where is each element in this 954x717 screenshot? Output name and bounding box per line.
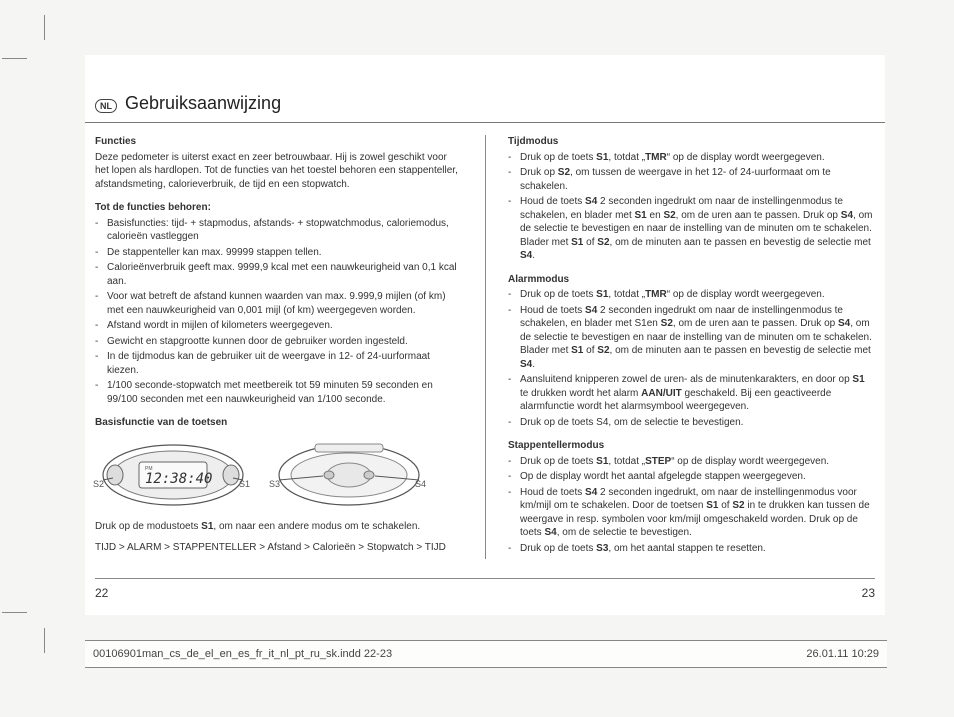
footer-filename: 00106901man_cs_de_el_en_es_fr_it_nl_pt_r… <box>93 648 392 660</box>
alarmmodus-list: Druk op de toets S1, totdat „TMR“ op de … <box>508 288 875 429</box>
list-item: Houd de toets S4 2 seconden ingedrukt om… <box>508 304 875 372</box>
imposition-footer: 00106901man_cs_de_el_en_es_fr_it_nl_pt_r… <box>85 640 887 668</box>
section-title-stappentellermodus: Stappentellermodus <box>508 439 875 453</box>
device-back-illustration: S3 S4 <box>271 440 427 510</box>
page-title: Gebruiksaanwijzing <box>125 93 281 114</box>
page-number-left: 22 <box>95 586 108 600</box>
list-item: Druk op de toets S1, totdat „TMR“ op de … <box>508 288 875 302</box>
crop-mark <box>44 15 45 40</box>
list-item: De stappenteller kan max. 99999 stappen … <box>95 246 463 260</box>
list-item: Druk op de toets S3, om het aantal stapp… <box>508 542 875 556</box>
section-title-functies: Functies <box>95 135 463 149</box>
label-s1: S1 <box>239 478 250 490</box>
crop-mark <box>2 612 27 613</box>
intro-paragraph: Deze pedometer is uiterst exact en zeer … <box>95 151 463 192</box>
svg-text:12:38:40: 12:38:40 <box>145 471 212 487</box>
tijdmodus-list: Druk op de toets S1, totdat „TMR“ op de … <box>508 151 875 263</box>
section-title-tijdmodus: Tijdmodus <box>508 135 875 149</box>
language-badge: NL <box>95 99 117 113</box>
label-s4: S4 <box>415 478 426 490</box>
left-column: Functies Deze pedometer is uiterst exact… <box>95 135 485 559</box>
list-item: Houd de toets S4 2 seconden ingedrukt, o… <box>508 486 875 540</box>
list-item: Op de display wordt het aantal afgelegde… <box>508 470 875 484</box>
list-item: Calorieënverbruik geeft max. 9999,9 kcal… <box>95 261 463 288</box>
section-title-basisfunctie: Basisfunctie van de toetsen <box>95 416 463 430</box>
label-s2: S2 <box>93 478 104 490</box>
list-item: Aansluitend knipperen zowel de uren- als… <box>508 373 875 414</box>
page-number-rule <box>95 578 875 579</box>
list-item: 1/100 seconde-stopwatch met meetbereik t… <box>95 379 463 406</box>
right-column: Tijdmodus Druk op de toets S1, totdat „T… <box>485 135 875 559</box>
footer-timestamp: 26.01.11 10:29 <box>806 648 879 660</box>
list-item: In de tijdmodus kan de gebruiker uit de … <box>95 350 463 377</box>
label-s3: S3 <box>269 478 280 490</box>
list-item: Houd de toets S4 2 seconden ingedrukt om… <box>508 195 875 263</box>
device-diagram: S2 S1 PM 12:38:40 <box>95 440 463 510</box>
mode-sequence: TIJD > ALARM > STAPPENTELLER > Afstand >… <box>95 541 463 555</box>
list-item: Druk op de toets S1, totdat „TMR“ op de … <box>508 151 875 165</box>
crop-mark <box>44 628 45 653</box>
manual-page-spread: NL Gebruiksaanwijzing Functies Deze pedo… <box>85 55 885 615</box>
list-item: Afstand wordt in mijlen of kilometers we… <box>95 319 463 333</box>
list-item: Voor wat betreft de afstand kunnen waard… <box>95 290 463 317</box>
list-item: Gewicht en stapgrootte kunnen door de ge… <box>95 335 463 349</box>
stappenteller-list: Druk op de toets S1, totdat „STEP“ op de… <box>508 455 875 556</box>
functies-list: Basisfuncties: tijd- + stapmodus, afstan… <box>95 217 463 407</box>
device-front-illustration: S2 S1 PM 12:38:40 <box>95 440 251 510</box>
list-item: Druk op de toets S1, totdat „STEP“ op de… <box>508 455 875 469</box>
section-title-functies-list: Tot de functies behoren: <box>95 201 463 215</box>
list-item: Basisfuncties: tijd- + stapmodus, afstan… <box>95 217 463 244</box>
page-number-right: 23 <box>862 586 875 600</box>
mode-button-instruction: Druk op de modustoets S1, om naar een an… <box>95 520 463 534</box>
content-columns: Functies Deze pedometer is uiterst exact… <box>85 123 885 559</box>
section-title-alarmmodus: Alarmmodus <box>508 273 875 287</box>
list-item: Druk op S2, om tussen de weergave in het… <box>508 166 875 193</box>
page-header: NL Gebruiksaanwijzing <box>85 55 885 123</box>
list-item: Druk op de toets S4, om de selectie te b… <box>508 416 875 430</box>
crop-mark <box>2 58 27 59</box>
